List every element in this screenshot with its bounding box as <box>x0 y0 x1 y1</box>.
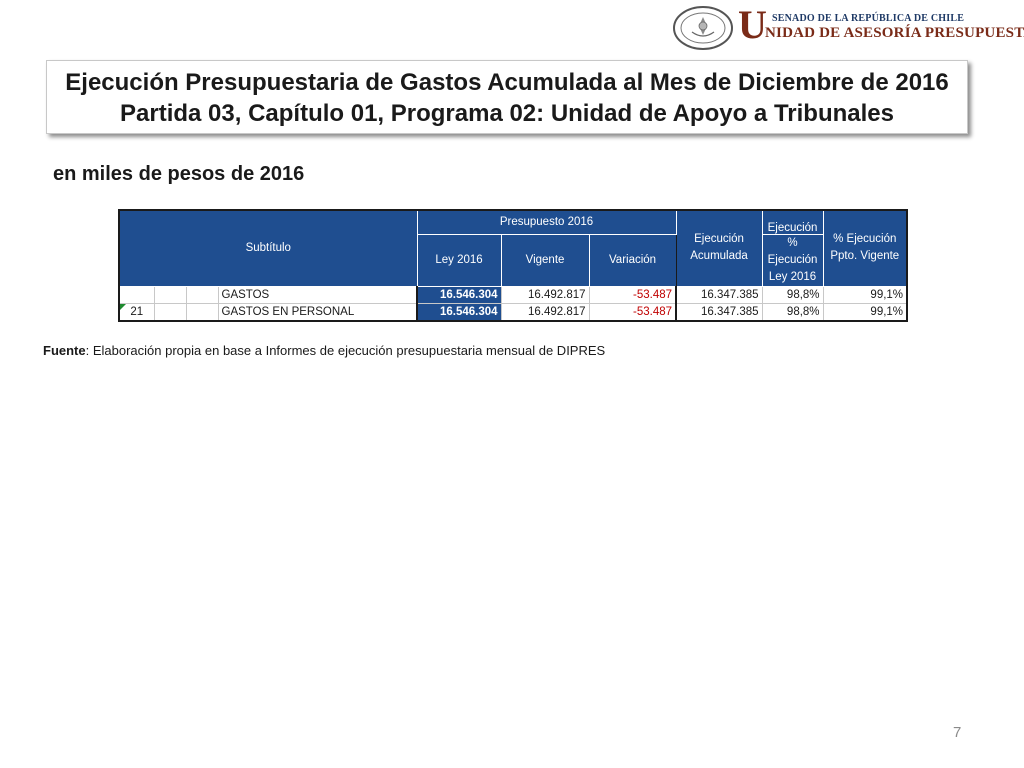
row-ley: 16.546.304 <box>416 285 502 304</box>
source-text: : Elaboración propia en base a Informes … <box>85 343 606 358</box>
row-ejecucion: 16.347.385 <box>675 302 763 322</box>
row-pct-ley: 98,8% <box>761 302 824 322</box>
header-ejec-acum-line2: Acumulada <box>690 250 748 263</box>
row-ejecucion: 16.347.385 <box>675 285 763 304</box>
row-name: GASTOS EN PERSONAL <box>217 302 419 322</box>
row-spacer <box>153 302 187 322</box>
header-pct-vigente: % Ejecución Ppto. Vigente <box>822 209 909 287</box>
header-ley: Ley 2016 <box>416 233 502 287</box>
row-code: 21 <box>118 302 155 322</box>
header-pct-ley-line2: Ejecución <box>767 253 818 266</box>
header-vigente: Vigente <box>500 233 590 287</box>
table-row: GASTOS 16.546.304 16.492.817 -53.487 16.… <box>118 285 909 304</box>
row-variacion: -53.487 <box>588 302 678 322</box>
units-subtitle: en miles de pesos de 2016 <box>53 163 305 185</box>
header-variacion: Variación <box>588 233 677 287</box>
senate-seal-icon <box>672 5 734 51</box>
error-indicator-icon <box>121 303 126 310</box>
header-pct-vig-line2: Ppto. Vigente <box>830 250 900 263</box>
header-pct-ley: % Ejecución Ley 2016 <box>761 233 824 287</box>
senate-logo: U SENADO DE LA REPÚBLICA DE CHILE NIDAD … <box>672 2 1024 53</box>
header-ejec-acum-line1: Ejecución <box>694 233 744 246</box>
row-spacer <box>185 285 219 304</box>
row-spacer <box>185 302 219 322</box>
table-row: 21 GASTOS EN PERSONAL 16.546.304 16.492.… <box>118 302 909 322</box>
header-subtitulo: Subtítulo <box>117 209 418 287</box>
page-number: 7 <box>953 724 962 741</box>
row-pct-vigente: 99,1% <box>822 285 909 304</box>
row-code-text: 21 <box>130 305 144 318</box>
row-variacion: -53.487 <box>588 285 678 304</box>
logo-unidad-text: NIDAD DE ASESORÍA PRESUPUESTARIA <box>765 25 1024 41</box>
row-vigente: 16.492.817 <box>500 285 590 304</box>
header-ejecucion-acumulada: Ejecución Acumulada <box>675 209 763 287</box>
row-name: GASTOS <box>217 285 419 304</box>
logo-senado-text: SENADO DE LA REPÚBLICA DE CHILE <box>772 13 965 24</box>
row-code <box>118 285 155 304</box>
source-label: Fuente <box>43 343 86 358</box>
row-vigente: 16.492.817 <box>500 302 590 322</box>
source-note: Fuente: Elaboración propia en base a Inf… <box>43 343 605 358</box>
header-pct-ley-line1: % <box>787 236 798 249</box>
logo-letter-u: U <box>738 2 767 47</box>
page-title-line-1: Ejecución Presupuestaria de Gastos Acumu… <box>65 69 949 96</box>
header-pct-ley-line3: Ley 2016 <box>768 270 817 283</box>
row-pct-vigente: 99,1% <box>822 302 909 322</box>
page-title-line-2: Partida 03, Capítulo 01, Programa 02: Un… <box>120 100 894 127</box>
row-ley: 16.546.304 <box>416 302 502 322</box>
header-presupuesto: Presupuesto 2016 <box>416 209 677 235</box>
budget-table: Subtítulo Presupuesto 2016 Ejecución Acu… <box>117 209 909 322</box>
title-box: Ejecución Presupuestaria de Gastos Acumu… <box>46 60 968 134</box>
row-pct-ley: 98,8% <box>761 285 824 304</box>
header-ejecucion-group-label: Ejecución <box>767 221 818 234</box>
row-spacer <box>153 285 187 304</box>
header-pct-vig-line1: % Ejecución <box>833 233 897 246</box>
header-ejecucion-group: Ejecución <box>761 209 824 235</box>
